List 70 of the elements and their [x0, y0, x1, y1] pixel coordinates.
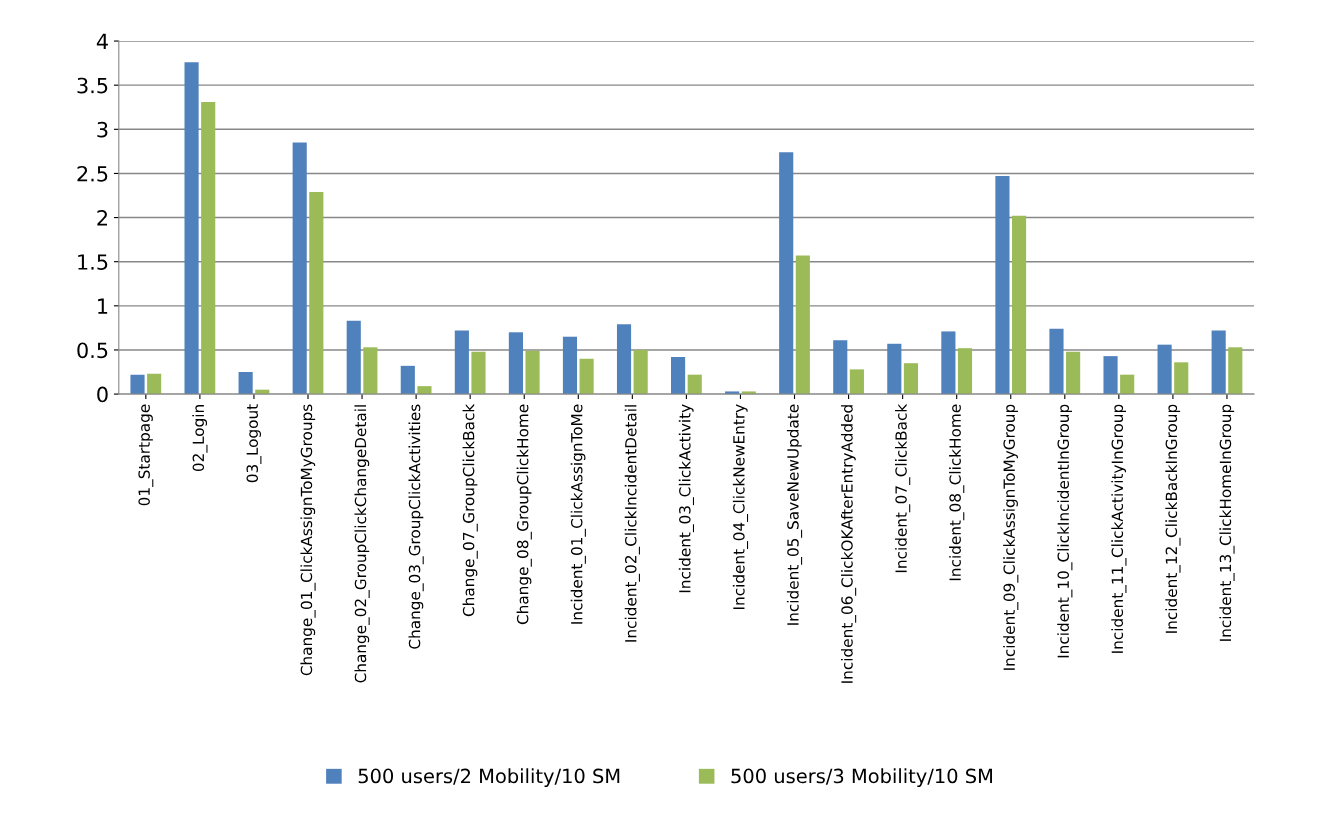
x-tick-label: Change_08_GroupClickHome	[516, 404, 532, 625]
bar	[292, 142, 307, 395]
bar	[579, 358, 594, 395]
y-tick-label: 2	[97, 210, 107, 226]
y-tick-label: 1.5	[78, 254, 108, 270]
y-tick-label: 4	[96, 33, 108, 49]
bar	[1049, 328, 1064, 395]
bar	[201, 101, 216, 395]
bar	[941, 331, 956, 395]
x-tick-label: Incident_05_SaveNewUpdate	[786, 404, 803, 625]
x-tick-label: Change_01_ClickAssignToMyGroups	[300, 404, 316, 676]
bar	[238, 372, 253, 395]
bar	[1174, 362, 1189, 395]
y-tick-label: 0.5	[77, 342, 108, 359]
bar	[130, 374, 145, 395]
bar	[1228, 347, 1243, 395]
legend-label: 500 users/3 Mobility/10 SM	[731, 768, 992, 788]
y-tick-label: 2.5	[77, 165, 108, 182]
x-tick-label: 03_Logout	[246, 404, 262, 483]
x-tick-label: Change_07_GroupClickBack	[462, 403, 478, 617]
bar	[1011, 215, 1027, 395]
bar	[1066, 351, 1081, 395]
x-tick-label: Incident_12_ClickBackInGroup	[1165, 404, 1181, 633]
bar	[687, 374, 702, 395]
y-tick-label: 1	[98, 298, 108, 314]
x-tick-label: Incident_07_ClickBack	[895, 403, 911, 573]
legend-label: 500 users/2 Mobility/10 SM	[358, 768, 620, 788]
bar	[616, 324, 632, 395]
bar	[309, 191, 324, 395]
x-tick-label: Incident_10_ClickIncidentInGroup	[1057, 404, 1073, 658]
bar	[887, 343, 902, 395]
x-tick-label: Incident_01_ClickAssignToMe	[570, 404, 586, 624]
bar	[795, 255, 810, 395]
bar	[363, 347, 378, 395]
bar	[454, 330, 469, 395]
bar	[1211, 330, 1226, 395]
x-tick-label: 02_Login	[192, 405, 208, 472]
bar	[508, 332, 523, 395]
x-tick-label: Incident_08_ClickHome	[949, 404, 965, 581]
bar	[849, 369, 864, 395]
x-tick-label: Incident_02_ClickIncidentDetail	[624, 405, 640, 642]
bar	[184, 62, 199, 395]
x-tick-label: Incident_11_ClickActivityInGroup	[1111, 404, 1127, 653]
bar	[400, 365, 415, 395]
bar	[525, 350, 540, 395]
bar	[1120, 374, 1135, 395]
bar	[957, 348, 973, 395]
x-tick-label: 01_Startpage	[138, 404, 154, 506]
bar	[147, 373, 162, 395]
x-tick-label: Change_03_GroupClickActivities	[408, 404, 424, 649]
bar	[779, 152, 794, 395]
bar	[1103, 356, 1118, 395]
y-tick-label: 3.5	[77, 77, 108, 94]
x-tick-label: Incident_04_ClickNewEntry	[732, 404, 749, 609]
bar	[995, 176, 1010, 395]
bar	[633, 349, 648, 395]
x-tick-label: Change_02_GroupClickChangeDetail	[354, 405, 370, 683]
bar	[562, 336, 578, 395]
y-tick-label: 0	[97, 386, 108, 403]
bar	[1157, 344, 1172, 395]
bar	[671, 357, 686, 395]
x-tick-label: Incident_13_ClickHomeInGroup	[1219, 404, 1235, 641]
x-tick-label: Incident_09_ClickAssignToMyGroup	[1003, 404, 1019, 670]
bar	[471, 351, 486, 395]
bar	[833, 340, 848, 395]
bar	[903, 363, 919, 395]
y-tick-label: 3	[97, 121, 108, 138]
x-tick-label: Incident_06_ClickOKAfterEntryAdded	[840, 405, 857, 683]
x-tick-label: Incident_03_ClickActivity	[678, 404, 695, 593]
bar	[346, 320, 361, 395]
